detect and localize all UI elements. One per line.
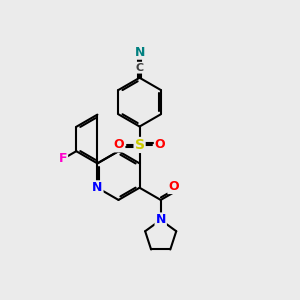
Text: O: O (114, 138, 124, 152)
Text: O: O (155, 138, 165, 152)
Text: N: N (155, 213, 166, 226)
Text: N: N (92, 181, 103, 194)
Text: C: C (136, 63, 144, 73)
Text: S: S (135, 138, 145, 152)
Text: O: O (168, 180, 179, 193)
Text: F: F (58, 152, 67, 165)
Text: N: N (134, 46, 145, 59)
